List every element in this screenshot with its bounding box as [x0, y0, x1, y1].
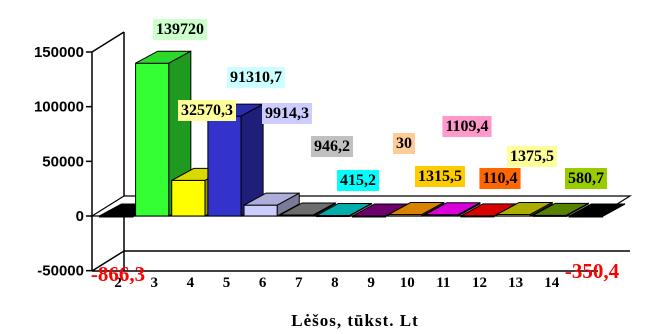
- data-label-text: 30: [396, 135, 412, 152]
- bar-15: [568, 203, 626, 218]
- data-label-bg: [479, 168, 521, 189]
- data-label-bg: [507, 146, 557, 167]
- x-tick-label: 8: [331, 275, 339, 291]
- data-label-bg: [442, 116, 492, 137]
- data-label-7: 946,2: [311, 136, 353, 157]
- y-tick-label: 150000: [34, 44, 84, 61]
- bar-front: [207, 115, 242, 217]
- x-tick-label: 11: [436, 275, 450, 291]
- data-label-text: 580,7: [568, 170, 604, 187]
- data-label-text: 110,4: [482, 170, 517, 187]
- data-label-bg: [311, 136, 353, 157]
- x-tick-label: 10: [400, 275, 415, 291]
- data-label-bg: [415, 166, 465, 187]
- x-tick-label: 14: [544, 275, 560, 291]
- wall-top-edge: [91, 31, 125, 53]
- x-tick-label: 7: [295, 275, 303, 291]
- data-label-text: 1315,5: [418, 168, 462, 185]
- y-tick-label: 100000: [34, 99, 84, 116]
- data-label-text: -866,3: [91, 262, 145, 286]
- data-label-5: 91310,7: [227, 67, 285, 88]
- data-label-text: 415,2: [340, 172, 376, 189]
- data-label-bg: [227, 67, 285, 88]
- data-label-text: 1109,4: [445, 118, 488, 135]
- bar-13: [496, 201, 553, 217]
- data-label-4: 32570,3: [178, 100, 236, 121]
- data-label-2: -866,3: [91, 262, 145, 286]
- data-label-bg: [337, 170, 379, 191]
- x-tick-label: 2: [114, 275, 122, 291]
- x-tick-label: 3: [150, 275, 158, 291]
- data-label-8: 415,2: [337, 170, 379, 191]
- data-label-bg: [393, 133, 415, 154]
- data-label-13: 1375,5: [507, 146, 557, 167]
- bar-front: [243, 204, 278, 217]
- data-label-text: 91310,7: [230, 69, 282, 86]
- data-label-bg: [565, 168, 607, 189]
- bars: [98, 50, 626, 218]
- y-axis-ticks: -50000 0 50000 100000 150000: [34, 44, 92, 280]
- bar-side: [349, 202, 373, 217]
- x-axis-ticks: 2 3 4 5 6 7 8 9 10 11 12 13 14: [114, 275, 559, 291]
- bar-side: [602, 203, 626, 218]
- data-label-bg: [262, 103, 312, 124]
- data-labels: -866,3 139720 32570,3 91310,7 9914,3 946,2 415…: [91, 19, 620, 286]
- x-tick-label: 4: [187, 275, 195, 291]
- data-label-bg: [153, 19, 207, 40]
- data-label-11: 1109,4: [442, 116, 492, 137]
- bar-side: [312, 202, 336, 217]
- x-tick-label: 13: [508, 275, 523, 291]
- bar-10: [388, 201, 445, 217]
- data-label-3: 139720: [153, 19, 207, 40]
- data-label-12: 110,4: [479, 168, 521, 189]
- y-tick-label: -50000: [37, 263, 84, 280]
- bar-side: [529, 201, 553, 217]
- data-label-10: 1315,5: [415, 166, 465, 187]
- y-tick-label: 50000: [42, 153, 84, 170]
- data-label-bg: [178, 100, 236, 121]
- data-label-text: 9914,3: [265, 105, 309, 122]
- bar-front: [171, 179, 206, 217]
- x-tick-label: 9: [367, 275, 375, 291]
- data-label-text: 946,2: [314, 138, 350, 155]
- bar-8: [315, 202, 373, 218]
- x-tick-label: 6: [259, 275, 267, 291]
- bar-11: [424, 201, 481, 217]
- wall-bottom-edge: [91, 250, 125, 272]
- bar-14: [532, 202, 589, 217]
- data-label-text: -350,4: [565, 259, 620, 283]
- data-label-14: 580,7: [565, 168, 607, 189]
- data-label-15: -350,4: [565, 259, 620, 283]
- data-label-text: 1375,5: [510, 148, 554, 165]
- x-tick-label: 12: [472, 275, 487, 291]
- x-tick-label: 5: [223, 275, 231, 291]
- bar-5: [207, 103, 264, 217]
- data-label-6: 9914,3: [262, 103, 312, 124]
- data-label-9: 30: [393, 133, 415, 154]
- data-label-text: 32570,3: [181, 102, 233, 119]
- x-axis-title: Lėšos, tūkst. Lt: [291, 311, 418, 330]
- bar-front: [135, 62, 170, 217]
- data-label-text: 139720: [156, 21, 204, 38]
- axes: [91, 31, 630, 272]
- bar-side: [565, 202, 589, 217]
- bar-7: [279, 202, 336, 217]
- bar-6: [243, 192, 300, 217]
- bar-side: [457, 201, 481, 217]
- y-tick-label: 0: [76, 208, 84, 225]
